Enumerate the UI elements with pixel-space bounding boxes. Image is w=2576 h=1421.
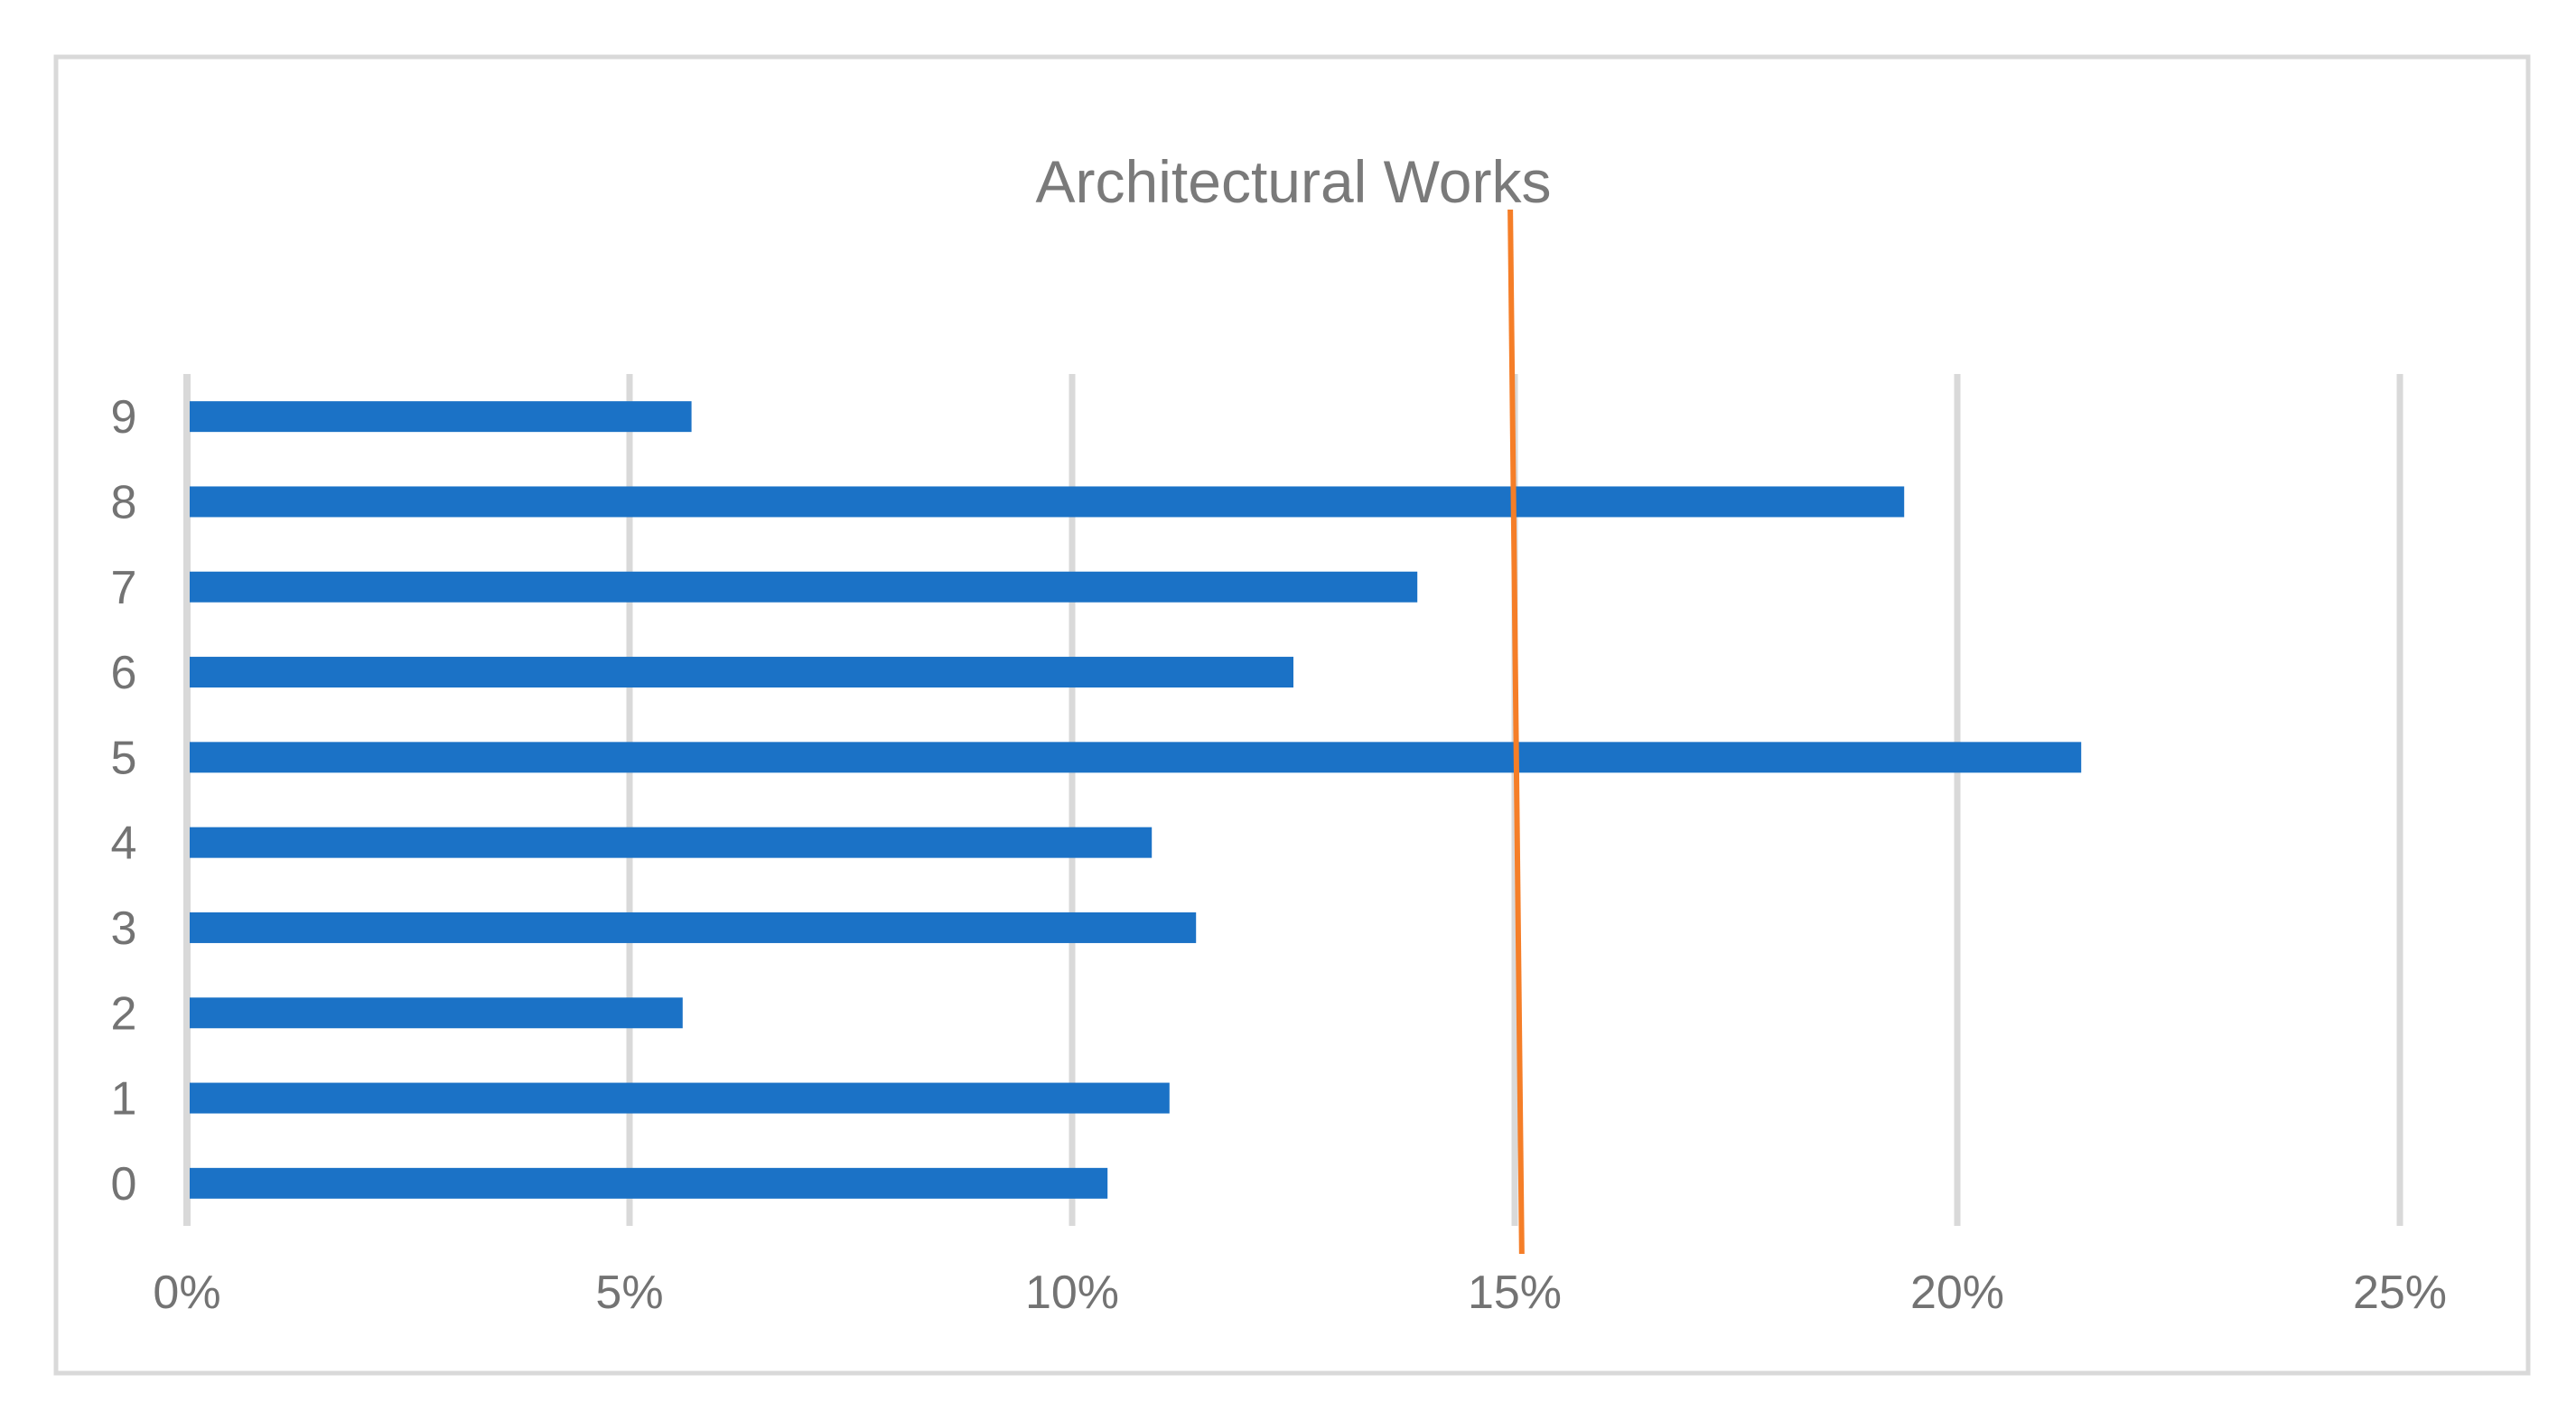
- bar-series: [190, 401, 2082, 1199]
- y-axis-label-4: 4: [111, 818, 137, 870]
- chart-frame: [53, 54, 2531, 1376]
- reference-line: [1507, 209, 1525, 1255]
- y-axis-label-5: 5: [111, 732, 137, 784]
- y-axis-label-9: 9: [111, 391, 137, 444]
- chart-title: Architectural Works: [1036, 148, 1552, 215]
- y-axis-label-1: 1: [111, 1073, 137, 1126]
- x-axis-label-0: 0%: [153, 1267, 220, 1319]
- y-axis-label-6: 6: [111, 647, 137, 699]
- axis-labels: 9 8 7 6 5 4 3 2 1 0 0% 5% 10% 15% 20% 25%: [111, 391, 2448, 1319]
- bar-category-4: [190, 827, 1153, 858]
- reference-line-layer: [1507, 209, 1525, 1255]
- bar-category-7: [190, 571, 1418, 603]
- bar-category-8: [190, 486, 1905, 518]
- y-axis-label-8: 8: [111, 476, 137, 528]
- y-axis-label-0: 0: [111, 1158, 137, 1211]
- bar-category-5: [190, 742, 2082, 773]
- x-axis-label-15: 15%: [1468, 1267, 1562, 1319]
- x-axis-label-25: 25%: [2353, 1267, 2447, 1319]
- y-axis-label-7: 7: [111, 562, 137, 614]
- bar-category-1: [190, 1082, 1170, 1114]
- y-axis-label-3: 3: [111, 902, 137, 955]
- chart-border: [53, 54, 2531, 1376]
- x-axis-label-5: 5%: [595, 1267, 663, 1319]
- y-axis-label-2: 2: [111, 987, 137, 1040]
- bar-category-6: [190, 657, 1293, 688]
- bar-category-9: [190, 401, 692, 433]
- x-axis-label-20: 20%: [1910, 1267, 2004, 1319]
- bar-category-2: [190, 997, 683, 1029]
- x-axis-label-10: 10%: [1025, 1267, 1119, 1319]
- bar-category-0: [190, 1167, 1108, 1199]
- bar-category-3: [190, 911, 1197, 943]
